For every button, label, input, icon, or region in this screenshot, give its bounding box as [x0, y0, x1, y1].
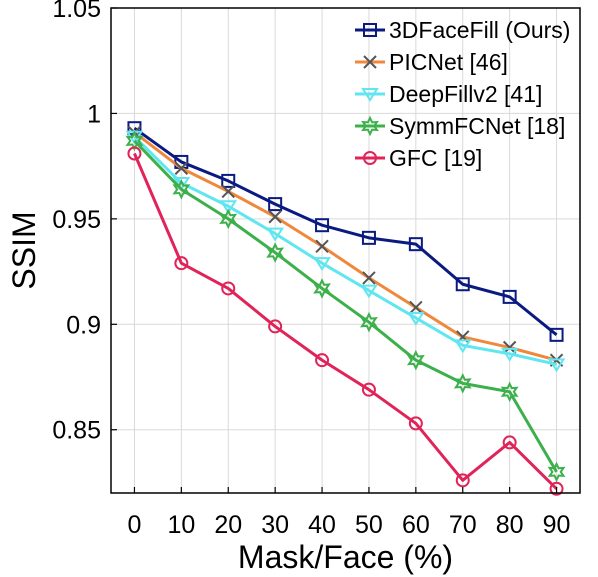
y-tick-label: 0.95	[52, 206, 101, 234]
y-axis-label: SSIM	[6, 211, 42, 289]
y-tick-label: 1	[87, 100, 101, 128]
data-point	[408, 416, 423, 431]
data-point	[502, 340, 517, 355]
y-tick-label: 0.85	[52, 417, 101, 445]
data-point	[172, 177, 191, 191]
data-point	[408, 237, 423, 252]
data-point	[361, 230, 376, 245]
data-point	[549, 481, 564, 496]
legend-item: GFC [19]	[355, 145, 482, 171]
data-point	[221, 184, 235, 199]
x-tick-label: 0	[127, 511, 141, 539]
x-tick-label: 80	[496, 511, 524, 539]
legend-label: DeepFillv2 [41]	[389, 81, 542, 107]
legend-marker	[363, 55, 377, 69]
legend-label: 3DFaceFill (Ours)	[389, 17, 570, 43]
legend-item: PICNet [46]	[355, 49, 508, 75]
data-point	[502, 435, 517, 450]
data-point	[361, 382, 376, 397]
x-tick-label: 90	[543, 511, 571, 539]
data-point	[313, 257, 331, 272]
legend-label: PICNet [46]	[389, 49, 508, 75]
series-square	[127, 121, 564, 342]
legend-marker	[363, 23, 377, 37]
data-point	[547, 358, 566, 373]
x-tick-label: 70	[449, 511, 477, 539]
data-point	[455, 473, 470, 488]
data-point	[266, 242, 285, 263]
data-point	[127, 146, 142, 161]
y-tick-label: 0.9	[66, 311, 101, 339]
legend-label: GFC [19]	[389, 145, 482, 171]
data-point	[221, 281, 236, 296]
series-line	[133, 135, 557, 366]
x-tick-label: 10	[167, 511, 195, 539]
data-point	[268, 197, 283, 212]
data-point	[266, 227, 284, 242]
data-point	[409, 300, 423, 315]
series-line	[133, 152, 558, 490]
data-point	[221, 173, 236, 188]
x-tick-label: 50	[355, 511, 383, 539]
data-point	[315, 353, 330, 368]
legend-item: SymmFCNet [18]	[355, 113, 565, 139]
data-point	[502, 289, 517, 304]
axis-ticks: 0 10 20 30 40 50 60 70 80 90 0.85 0.9 0.95 1 1.05	[52, 0, 570, 539]
series-circle	[127, 146, 564, 496]
x-tick-label: 40	[308, 511, 336, 539]
data-point	[549, 327, 564, 342]
data-point	[125, 130, 144, 152]
data-point	[360, 311, 378, 333]
data-point	[362, 271, 376, 285]
series-line	[133, 131, 557, 362]
data-point	[500, 347, 519, 362]
data-point	[455, 277, 470, 292]
legend-marker	[361, 88, 379, 102]
legend-marker	[363, 151, 377, 165]
legend-item: 3DFaceFill (Ours)	[355, 17, 570, 43]
x-tick-label: 60	[402, 511, 430, 539]
y-tick-label: 1.05	[52, 0, 101, 23]
data-point	[268, 319, 283, 334]
series-x	[127, 125, 564, 367]
series-line	[133, 126, 558, 337]
series-line	[133, 139, 558, 473]
data-point	[268, 210, 282, 224]
legend: 3DFaceFill (Ours) PICNet [46] DeepFillv2 […	[355, 17, 570, 171]
series-layer	[125, 121, 566, 496]
series-star	[125, 130, 566, 483]
data-point	[313, 278, 331, 299]
x-axis-label: Mask/Face (%)	[238, 539, 453, 575]
data-point	[174, 256, 189, 271]
legend-label: SymmFCNet [18]	[389, 113, 565, 139]
data-point	[174, 161, 189, 175]
data-point	[315, 218, 330, 233]
data-point	[453, 339, 472, 354]
data-point	[453, 373, 472, 394]
plot-frame	[110, 7, 581, 494]
data-point	[315, 239, 329, 253]
data-point	[406, 349, 425, 371]
data-point	[360, 284, 378, 299]
x-tick-label: 20	[214, 511, 242, 539]
data-point	[407, 311, 425, 326]
data-point	[500, 381, 519, 403]
data-point	[172, 179, 191, 200]
x-tick-label: 30	[261, 511, 289, 539]
legend-marker	[361, 115, 379, 137]
data-point	[219, 208, 238, 230]
legend-item: DeepFillv2 [41]	[355, 81, 542, 107]
data-point	[547, 461, 566, 483]
data-point	[219, 200, 238, 215]
